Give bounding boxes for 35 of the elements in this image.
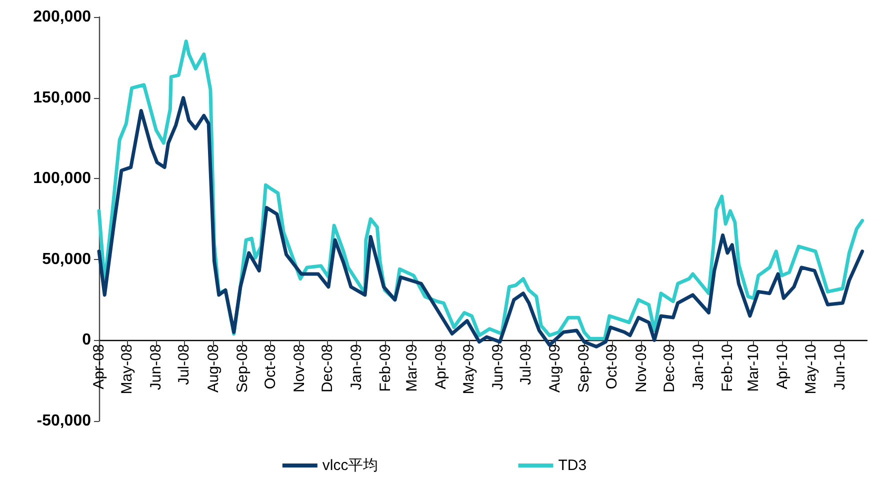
x-tick-label: Oct-08	[262, 344, 279, 390]
y-tick-label: -50,000	[36, 412, 92, 430]
x-tick-label: Mar-10	[745, 344, 762, 392]
x-tick-label: Nov-08	[290, 344, 308, 393]
legend-label: vlcc平均	[322, 457, 378, 474]
x-tick-label: Jan-10	[690, 344, 707, 390]
x-tick-label: Jul-09	[518, 344, 535, 386]
x-tick-label: May-09	[460, 344, 478, 394]
x-tick-label: Aug-08	[204, 344, 222, 393]
x-tick-label: Sep-08	[234, 344, 251, 393]
x-tick-label: May-08	[118, 344, 136, 394]
x-tick-label: Jun-09	[489, 344, 506, 390]
x-tick-label: Apr-10	[774, 344, 792, 390]
y-tick-label: 0	[82, 332, 92, 349]
x-tick-label: Mar-09	[403, 344, 420, 392]
x-tick-label: May-10	[802, 344, 820, 394]
x-tick-label: Dec-08	[319, 344, 336, 393]
x-tick-label: Jul-08	[176, 344, 193, 386]
x-tick-label: Feb-10	[718, 344, 736, 392]
x-tick-label: Apr-08	[90, 344, 108, 390]
x-tick-label: Sep-09	[576, 344, 593, 393]
y-tick-label: 100,000	[33, 170, 92, 188]
x-tick-label: Feb-09	[377, 344, 394, 392]
x-tick-label: Nov-09	[632, 344, 650, 393]
y-tick-label: 50,000	[42, 250, 92, 268]
legend-label: TD3	[558, 457, 587, 474]
x-tick-label: Jun-08	[148, 344, 165, 390]
x-tick-label: Dec-09	[660, 344, 678, 393]
x-tick-label: Oct-09	[604, 344, 621, 390]
x-tick-label: Jun-10	[831, 344, 848, 390]
y-tick-label: 150,000	[33, 89, 92, 106]
x-tick-label: Apr-09	[432, 344, 450, 390]
y-tick-label: 200,000	[33, 8, 92, 26]
x-tick-label: Aug-09	[546, 344, 564, 393]
x-tick-label: Jan-09	[348, 344, 366, 390]
